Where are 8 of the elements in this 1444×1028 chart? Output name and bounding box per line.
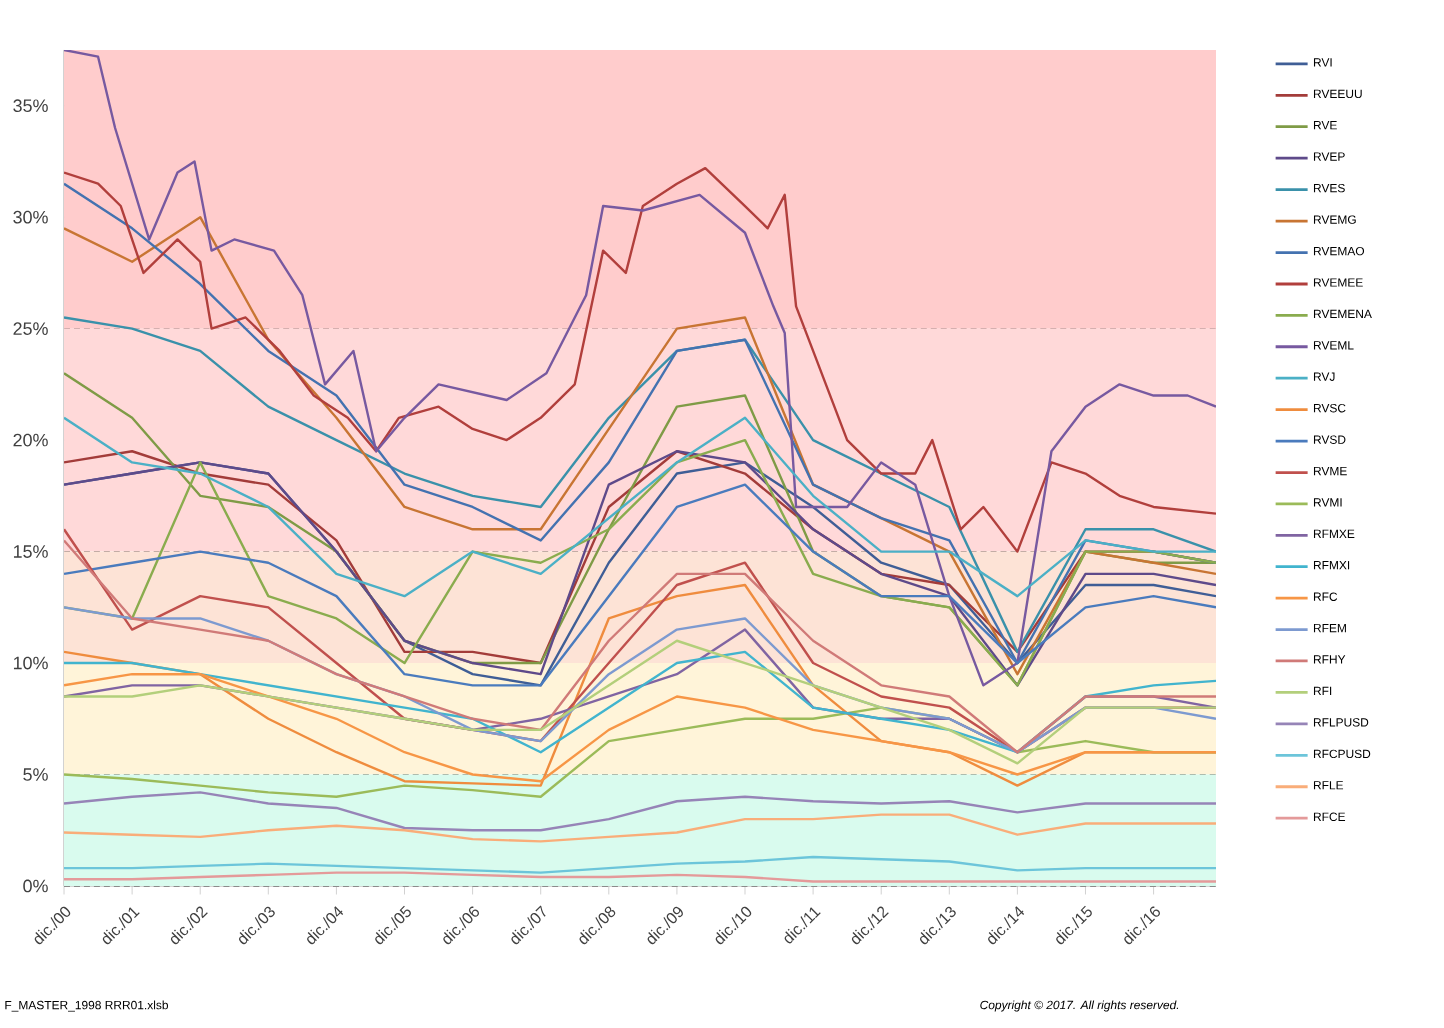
y-tick-label: 30% <box>13 210 48 224</box>
y-tick-label: 20% <box>13 433 48 447</box>
y-tick-label: 35% <box>13 99 48 113</box>
y-tick-label: 0% <box>23 879 48 893</box>
y-tick-label: 5% <box>23 768 48 781</box>
y-tick-label: 15% <box>13 545 48 558</box>
y-tick-label: 25% <box>13 322 48 335</box>
y-tick-label: 10% <box>13 656 48 670</box>
